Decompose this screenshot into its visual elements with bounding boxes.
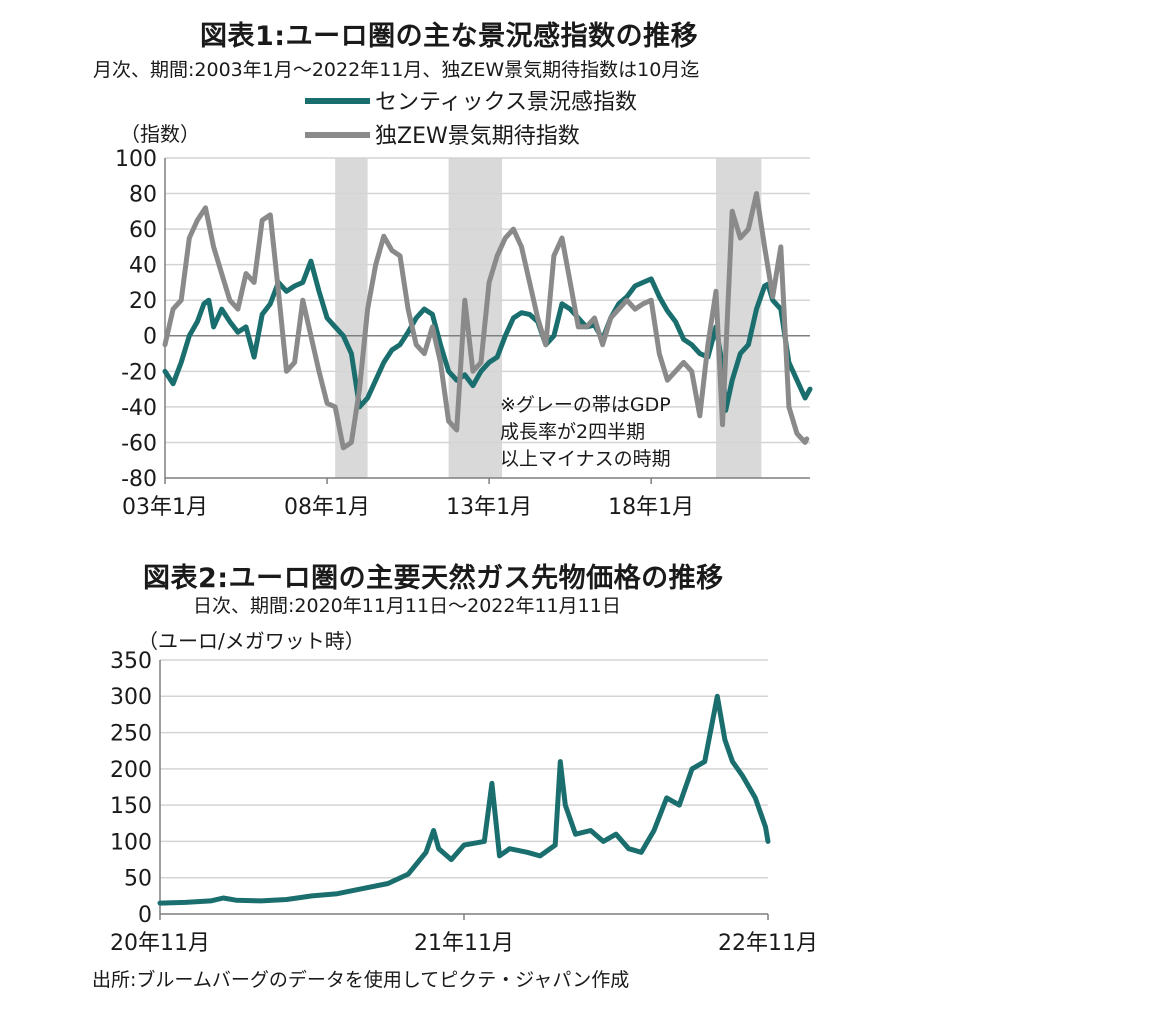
chart1-note-line-2: 成長率が2四半期 <box>500 421 646 443</box>
chart1-subtitle: 月次、期間:2003年1月～2022年11月、独ZEW景気期待指数は10月迄 <box>93 59 700 81</box>
chart2-ytick-label: 50 <box>124 867 152 892</box>
chart2-unit-label: （ユーロ/メガワット時） <box>138 629 365 653</box>
chart1-series-line-1 <box>162 191 810 451</box>
chart2-ytick-label: 100 <box>110 830 152 855</box>
chart1-note: ※グレーの帯はGDP 成長率が2四半期 以上マイナスの時期 <box>500 392 720 473</box>
chart2-title: 図表2:ユーロ圏の主要天然ガス先物価格の推移 <box>143 563 724 594</box>
chart1-ytick-label: 80 <box>129 182 157 207</box>
chart1-ytick-label: -20 <box>121 360 157 385</box>
legend-label-zew: 独ZEW景気期待指数 <box>375 124 580 149</box>
chart1-ytick-label: -40 <box>121 396 157 421</box>
chart1-ytick-label: 20 <box>129 289 157 314</box>
chart2-xtick-label: 21年11月 <box>414 931 514 956</box>
chart2-svg: 350 300 250 200 150 100 50 0 20年11月 21年11月 22年11月 <box>110 649 818 956</box>
chart2-xtick-label: 20年11月 <box>110 931 210 956</box>
chart2-ytick-label: 0 <box>138 903 152 928</box>
chart1-ytick-label: 40 <box>129 254 157 279</box>
chart1-xtick-label: 03年1月 <box>122 495 208 520</box>
chart2-ytick-label: 350 <box>110 649 152 674</box>
chart2-series-line-0 <box>157 693 771 906</box>
chart1-ytick-label: -80 <box>121 467 157 492</box>
chart2-ytick-label: 300 <box>110 685 152 710</box>
legend-swatch-zew <box>305 132 370 138</box>
chart1-ytick-label: 100 <box>115 147 157 172</box>
chart1-xtick-label: 13年1月 <box>446 495 532 520</box>
chart1-svg: 100 80 60 40 20 0 -20 -40 -60 -80 03年1月 08年1月 13年1月 1… <box>115 147 813 520</box>
chart1-legend: センティックス景況感指数 独ZEW景気期待指数 <box>305 84 685 154</box>
chart1-xtick-label: 08年1月 <box>284 495 370 520</box>
chart1-ytick-label: -60 <box>121 431 157 456</box>
chart2-xtick-label: 22年11月 <box>718 931 818 956</box>
legend-swatch-senticks <box>305 98 370 104</box>
legend-label-senticks: センティックス景況感指数 <box>375 90 638 115</box>
chart1-ytick-label: 60 <box>129 218 157 243</box>
chart2-ytick-label: 150 <box>110 794 152 819</box>
source-note: 出所:ブルームバーグのデータを使用してピクテ・ジャパン作成 <box>92 969 630 991</box>
chart2-ytick-label: 250 <box>110 721 152 746</box>
chart1-unit-label: （指数） <box>120 122 200 146</box>
chart1-ytick-label: 0 <box>143 325 157 350</box>
chart1-title: 図表1:ユーロ圏の主な景況感指数の推移 <box>200 21 699 52</box>
chart1-xtick-label: 18年1月 <box>608 495 694 520</box>
chart1-note-line-3: 以上マイナスの時期 <box>500 448 671 470</box>
chart2-subtitle: 日次、期間:2020年11月11日～2022年11月11日 <box>193 595 621 617</box>
chart1-note-line-1: ※グレーの帯はGDP <box>500 394 671 416</box>
chart2-ytick-label: 200 <box>110 758 152 783</box>
